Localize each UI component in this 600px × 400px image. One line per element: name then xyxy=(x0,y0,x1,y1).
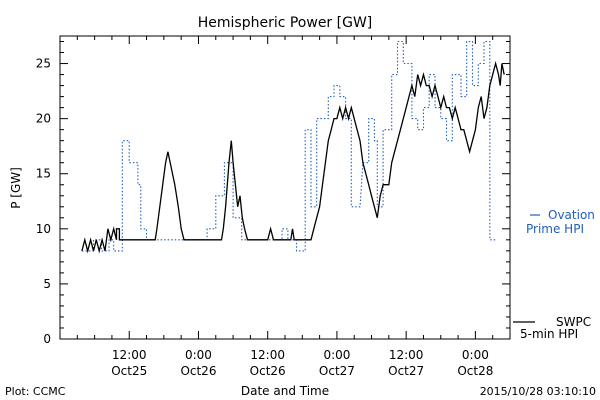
x-tick-label-date: Oct27 xyxy=(388,364,424,378)
x-tick-label-time: 0:00 xyxy=(323,348,350,362)
y-tick-label: 20 xyxy=(36,112,51,126)
legend-swpc: SWPC 5-min HPI xyxy=(513,315,591,341)
x-tick-label-time: 0:00 xyxy=(462,348,489,362)
x-tick-label-time: 12:00 xyxy=(389,348,424,362)
x-axis: 12:00 Oct25 0:00 Oct26 12:00 Oct26 0:00 Oct27 12… xyxy=(76,36,493,378)
x-tick-label-date: Oct26 xyxy=(250,364,286,378)
x-tick-label-time: 12:00 xyxy=(250,348,285,362)
legend-ovation: Ovation Prime HPI xyxy=(526,208,595,236)
x-tick-label-date: Oct25 xyxy=(111,364,147,378)
series-layer xyxy=(81,40,505,254)
series-swpc-line xyxy=(81,60,505,254)
y-tick-label: 25 xyxy=(36,57,51,71)
legend-ovation-line2: Prime HPI xyxy=(526,222,584,236)
plot-frame xyxy=(59,35,511,340)
x-tick-label-time: 0:00 xyxy=(185,348,212,362)
x-tick-label-date: Oct26 xyxy=(180,364,216,378)
x-axis-label: Date and Time xyxy=(241,384,329,398)
legend-swpc-line2: 5-min HPI xyxy=(520,327,578,341)
y-axis: 0 5 10 15 20 25 xyxy=(36,41,510,346)
series-ovation-line xyxy=(81,40,496,252)
x-tick-label-time: 12:00 xyxy=(112,348,147,362)
y-tick-label: 5 xyxy=(43,277,51,291)
y-tick-label: 0 xyxy=(43,332,51,346)
chart-title: Hemispheric Power [GW] xyxy=(198,15,373,31)
x-tick-label-date: Oct28 xyxy=(457,364,493,378)
footer-left: Plot: CCMC xyxy=(5,385,66,398)
x-tick-label-date: Oct27 xyxy=(319,364,355,378)
y-axis-label: P [GW] xyxy=(9,167,23,209)
y-tick-label: 15 xyxy=(36,167,51,181)
footer-right: 2015/10/28 03:10:10 xyxy=(480,385,596,398)
legend-ovation-line1: Ovation xyxy=(548,208,595,222)
legend-swpc-line1: SWPC xyxy=(556,315,591,329)
y-tick-label: 10 xyxy=(36,222,51,236)
